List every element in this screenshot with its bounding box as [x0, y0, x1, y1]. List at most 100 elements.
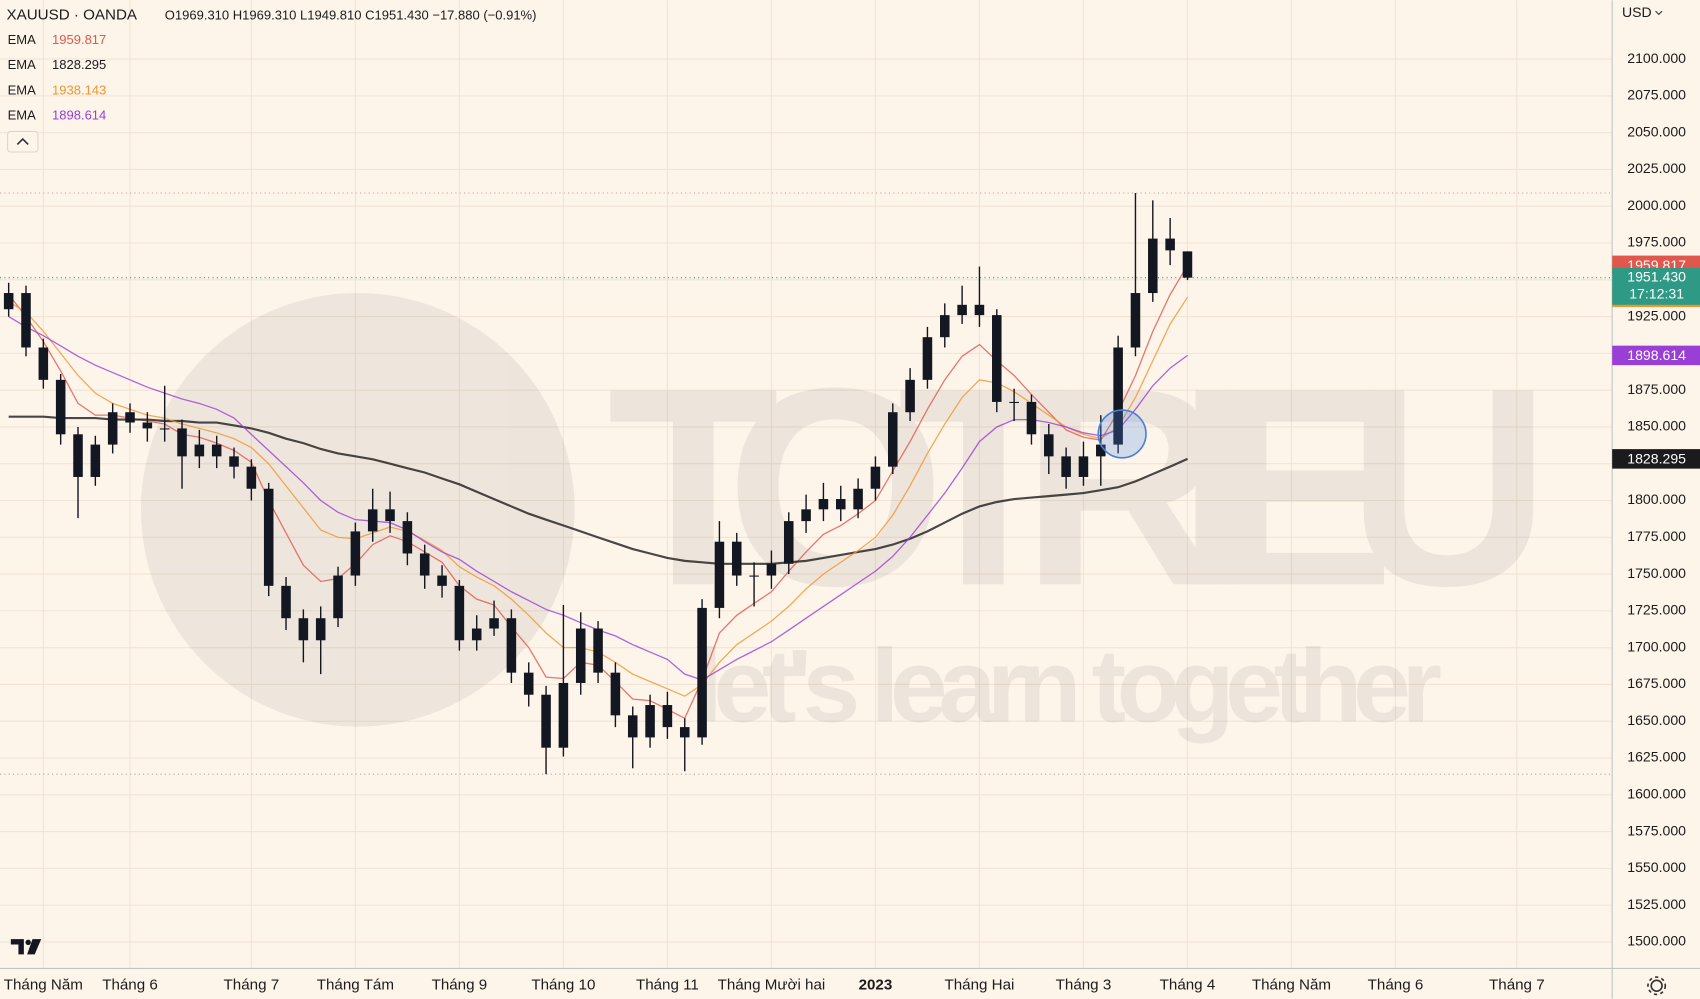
- candle-body: [142, 422, 153, 429]
- candle-body: [73, 434, 83, 477]
- x-tick-label: Tháng 11: [636, 977, 699, 994]
- y-tick-label: 1775.000: [1627, 528, 1686, 544]
- y-tick-label: 1500.000: [1627, 933, 1686, 949]
- settings-icon[interactable]: [1647, 976, 1667, 996]
- y-tick-label: 2050.000: [1627, 123, 1686, 139]
- candle-body: [922, 337, 933, 380]
- candle-body: [783, 521, 794, 564]
- candle-body: [1182, 251, 1193, 278]
- y-tick-label: 1600.000: [1627, 786, 1686, 802]
- y-tick-label: 1800.000: [1627, 491, 1686, 507]
- candle-body: [697, 607, 707, 738]
- candle-body: [489, 618, 499, 629]
- candle-body: [957, 304, 967, 316]
- candle-body: [1044, 434, 1054, 457]
- candle-body: [506, 618, 517, 673]
- y-tick-label: 1525.000: [1627, 896, 1686, 912]
- watermark: TOTRIEU let's learn together: [140, 292, 1550, 745]
- candle-body: [437, 575, 447, 586]
- x-tick-label: Tháng Hai: [944, 977, 1014, 994]
- candle-body: [801, 509, 811, 522]
- candle-body: [107, 412, 118, 445]
- currency-chevron: [1655, 10, 1663, 16]
- candle-body: [627, 715, 638, 738]
- candle-body: [662, 705, 673, 728]
- x-tick-label: Tháng 9: [432, 977, 488, 994]
- ohlc-value: 1949.810: [307, 8, 361, 23]
- watermark-logo: [140, 292, 575, 727]
- symbol: XAUUSD · OANDA: [7, 6, 138, 23]
- candle-body: [367, 509, 378, 532]
- candle-body: [454, 585, 465, 641]
- x-tick-label: Tháng Năm: [4, 977, 83, 994]
- y-tick-label: 1550.000: [1627, 859, 1686, 875]
- candle-body: [887, 412, 898, 467]
- candle-body: [471, 628, 482, 641]
- legend: EMA 1959.817 EMA 1828.295 EMA 1938.143 EMA 1898…: [8, 32, 107, 123]
- candle-body: [679, 727, 690, 738]
- currency[interactable]: USD: [1622, 4, 1652, 20]
- candle-body: [940, 315, 950, 338]
- ohlc-key: H: [233, 8, 242, 23]
- legend-value: 1828.295: [52, 57, 106, 72]
- candle-body: [749, 575, 759, 577]
- candle-body: [263, 488, 274, 586]
- y-tick-label: 2075.000: [1627, 87, 1686, 103]
- gear-teeth: [1647, 976, 1667, 996]
- grid: [0, 0, 1613, 969]
- candle-body: [315, 618, 326, 641]
- x-tick-label: Tháng 6: [1368, 977, 1424, 994]
- candle-body: [610, 672, 621, 716]
- ohlc-key: L: [300, 8, 307, 23]
- legend-name: EMA: [8, 32, 36, 47]
- legend-value: 1938.143: [52, 82, 106, 97]
- candle-body: [350, 531, 361, 576]
- y-tick-label: 1925.000: [1627, 307, 1686, 323]
- tv-logo: [10, 939, 42, 955]
- candle-body: [246, 466, 257, 489]
- candle-body: [402, 521, 413, 554]
- watermark-brand: TOTRIEU: [607, 329, 1550, 644]
- collapse-button[interactable]: [7, 130, 39, 153]
- legend-name: EMA: [8, 108, 36, 123]
- legend-name: EMA: [8, 57, 36, 72]
- last-price-label: 1951.430: [1627, 268, 1686, 284]
- candle-body: [835, 499, 846, 510]
- watermark-slogan: let's learn together: [694, 629, 1442, 745]
- candle-body: [714, 541, 725, 608]
- legend-value: 1898.614: [52, 108, 106, 123]
- candle-body: [1130, 293, 1141, 348]
- y-tick-label: 1650.000: [1627, 712, 1686, 728]
- gear[interactable]: [1650, 979, 1663, 992]
- candle-body: [541, 694, 551, 748]
- price-tag: [1612, 345, 1700, 366]
- candle-body: [870, 466, 881, 489]
- candle-body: [593, 628, 603, 673]
- y-tick-label: 2025.000: [1627, 160, 1686, 176]
- x-tick-label: Tháng 7: [224, 977, 280, 994]
- candle-body: [3, 293, 14, 310]
- candle-body: [766, 563, 777, 576]
- ema-line: [8, 415, 1188, 565]
- candle-body: [1113, 347, 1123, 445]
- y-tick-label: 1700.000: [1627, 638, 1686, 654]
- candle-body: [523, 672, 534, 695]
- ohlc-value: 1969.310: [175, 8, 229, 23]
- candle-body: [211, 444, 222, 457]
- candle-body: [90, 444, 101, 477]
- plot: [0, 192, 1613, 775]
- header: XAUUSD · OANDA O1969.310 H1969.310 L1949…: [7, 6, 536, 153]
- x-tick-label: Tháng 4: [1160, 977, 1216, 994]
- candle-body: [1061, 456, 1071, 477]
- candle-body: [1026, 401, 1037, 435]
- ohlc-value: 1969.310: [242, 8, 296, 23]
- candle-body: [177, 428, 187, 457]
- candle-body: [1078, 456, 1089, 477]
- x-tick-label: Tháng 6: [102, 977, 158, 994]
- candle-body: [1148, 238, 1158, 294]
- price-tag-label: 1898.614: [1627, 347, 1686, 363]
- x-tick-label: Tháng 10: [531, 977, 595, 994]
